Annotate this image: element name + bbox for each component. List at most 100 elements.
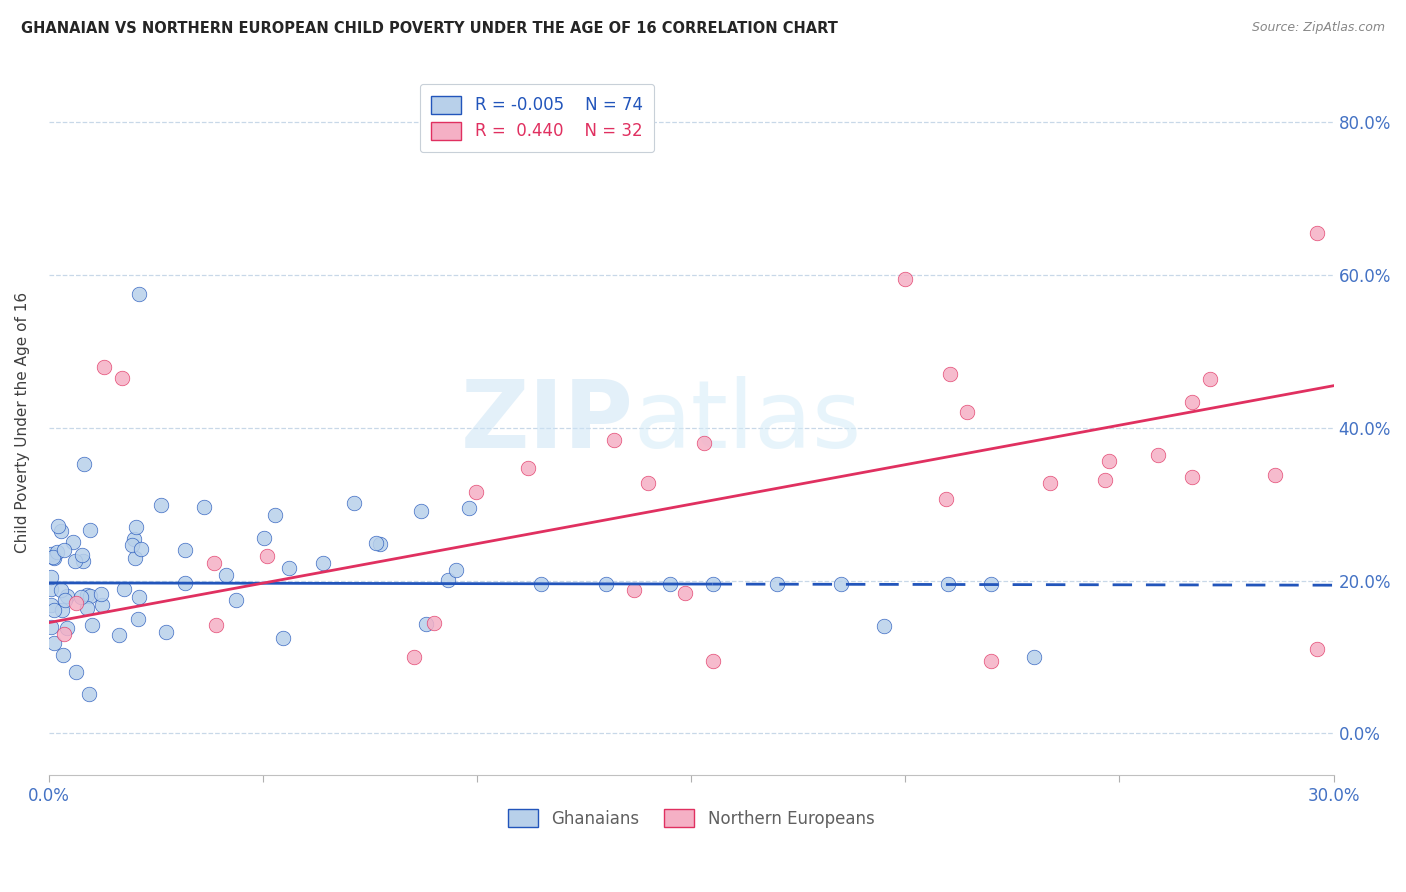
Point	[637, 475, 659, 490]
Point	[1263, 468, 1285, 483]
Point	[595, 577, 617, 591]
Point	[70, 590, 93, 604]
Point	[1199, 372, 1222, 386]
Point	[205, 617, 228, 632]
Point	[77, 687, 100, 701]
Point	[121, 538, 143, 552]
Point	[39, 619, 62, 633]
Point	[39, 582, 62, 597]
Point	[80, 618, 103, 632]
Point	[623, 582, 645, 597]
Point	[1305, 642, 1327, 657]
Point	[225, 593, 247, 607]
Point	[444, 563, 467, 577]
Point	[124, 551, 146, 566]
Point	[939, 368, 962, 382]
Point	[271, 632, 294, 646]
Point	[956, 405, 979, 419]
Point	[79, 523, 101, 537]
Point	[39, 547, 62, 561]
Point	[128, 591, 150, 605]
Point	[935, 491, 957, 506]
Point	[42, 549, 65, 564]
Point	[1305, 226, 1327, 240]
Point	[402, 650, 425, 665]
Point	[658, 577, 681, 591]
Point	[90, 587, 112, 601]
Point	[49, 583, 72, 598]
Point	[112, 582, 135, 596]
Point	[894, 271, 917, 285]
Point	[766, 577, 789, 591]
Point	[62, 535, 84, 549]
Point	[516, 461, 538, 475]
Point	[125, 520, 148, 534]
Point	[91, 598, 114, 612]
Point	[311, 556, 333, 570]
Point	[702, 577, 724, 591]
Point	[76, 588, 98, 602]
Point	[155, 625, 177, 640]
Text: Source: ZipAtlas.com: Source: ZipAtlas.com	[1251, 21, 1385, 34]
Point	[42, 636, 65, 650]
Point	[936, 577, 959, 591]
Point	[1147, 448, 1170, 462]
Point	[131, 542, 153, 557]
Point	[150, 498, 173, 512]
Point	[46, 518, 69, 533]
Point	[1098, 454, 1121, 468]
Point	[980, 654, 1002, 668]
Point	[39, 570, 62, 584]
Point	[277, 561, 299, 575]
Point	[173, 543, 195, 558]
Point	[202, 556, 225, 570]
Point	[52, 626, 75, 640]
Point	[63, 554, 86, 568]
Text: ZIP: ZIP	[461, 376, 633, 468]
Point	[415, 616, 437, 631]
Point	[458, 500, 481, 515]
Point	[127, 612, 149, 626]
Point	[368, 536, 391, 550]
Point	[93, 359, 115, 374]
Point	[193, 500, 215, 515]
Point	[42, 603, 65, 617]
Point	[411, 503, 433, 517]
Point	[602, 433, 624, 447]
Point	[65, 665, 87, 680]
Y-axis label: Child Poverty Under the Age of 16: Child Poverty Under the Age of 16	[15, 292, 30, 552]
Point	[1022, 650, 1045, 665]
Legend: Ghanaians, Northern Europeans: Ghanaians, Northern Europeans	[502, 802, 882, 834]
Point	[980, 577, 1002, 591]
Point	[72, 554, 94, 568]
Point	[673, 586, 696, 600]
Point	[253, 531, 276, 545]
Point	[53, 592, 76, 607]
Point	[364, 535, 387, 549]
Point	[51, 603, 73, 617]
Point	[256, 549, 278, 564]
Point	[1181, 470, 1204, 484]
Point	[49, 524, 72, 538]
Point	[215, 567, 238, 582]
Point	[51, 648, 73, 662]
Point	[55, 621, 77, 635]
Point	[110, 371, 132, 385]
Point	[45, 545, 67, 559]
Point	[65, 596, 87, 610]
Point	[1181, 395, 1204, 409]
Point	[423, 615, 446, 630]
Point	[108, 628, 131, 642]
Point	[173, 576, 195, 591]
Point	[830, 577, 852, 591]
Point	[264, 508, 287, 522]
Point	[128, 287, 150, 301]
Text: GHANAIAN VS NORTHERN EUROPEAN CHILD POVERTY UNDER THE AGE OF 16 CORRELATION CHAR: GHANAIAN VS NORTHERN EUROPEAN CHILD POVE…	[21, 21, 838, 36]
Point	[39, 599, 62, 613]
Point	[530, 577, 553, 591]
Point	[42, 550, 65, 565]
Point	[693, 436, 716, 450]
Point	[70, 548, 93, 562]
Point	[437, 573, 460, 587]
Point	[343, 496, 366, 510]
